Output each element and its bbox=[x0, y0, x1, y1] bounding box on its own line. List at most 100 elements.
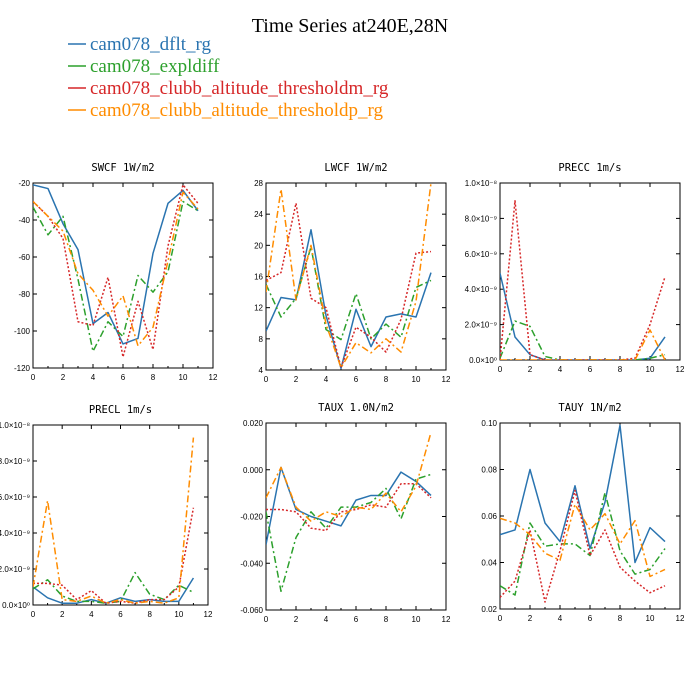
y-tick-label: 0.06 bbox=[481, 512, 497, 521]
y-tick-label: 2.0×10⁻⁹ bbox=[0, 565, 30, 574]
x-tick-label: 2 bbox=[60, 610, 65, 619]
panel-title: PRECL 1m/s bbox=[89, 404, 152, 416]
x-tick-label: 6 bbox=[354, 615, 359, 624]
plot-frame bbox=[32, 182, 214, 369]
x-tick-label: 2 bbox=[294, 375, 299, 384]
series-line-2 bbox=[500, 492, 666, 596]
series-line-2 bbox=[500, 320, 666, 360]
x-tick-label: 2 bbox=[528, 614, 533, 623]
x-tick-label: 4 bbox=[324, 375, 329, 384]
x-tick-label: 0 bbox=[264, 375, 269, 384]
series-line-2 bbox=[266, 473, 432, 593]
figure-title: Time Series at240E,28N bbox=[252, 15, 448, 37]
plot-frame bbox=[499, 182, 681, 361]
x-tick-label: 2 bbox=[294, 615, 299, 624]
x-tick-label: 0 bbox=[498, 614, 503, 623]
panel-title: SWCF 1W/m2 bbox=[91, 162, 154, 174]
y-tick-label: 0.0×10⁰ bbox=[469, 356, 497, 365]
y-tick-label: 24 bbox=[254, 210, 263, 219]
x-tick-label: 12 bbox=[442, 615, 451, 624]
plot-frame bbox=[499, 422, 681, 610]
x-tick-label: 4 bbox=[558, 614, 563, 623]
y-tick-label: 6.0×10⁻⁹ bbox=[0, 493, 30, 502]
x-tick-label: 8 bbox=[618, 365, 623, 374]
series-group bbox=[266, 432, 432, 593]
series-group bbox=[266, 183, 432, 370]
panel-5: TAUX 1.0N/m2 0 2 4 6 8 10 12 -0.060 -0.040 -0.020 0… bbox=[240, 402, 451, 624]
y-tick-label: 8.0×10⁻⁹ bbox=[465, 214, 497, 223]
y-tick-label: -80 bbox=[18, 290, 30, 299]
y-tick-label: 0.020 bbox=[243, 419, 264, 428]
y-tick-label: -0.020 bbox=[240, 513, 263, 522]
x-tick-label: 12 bbox=[204, 610, 213, 619]
legend-entry: cam078_clubb_altitude_thresholdp_rg bbox=[68, 100, 384, 121]
x-tick-label: 10 bbox=[646, 365, 655, 374]
y-tick-label: 28 bbox=[254, 179, 263, 188]
panel-title: LWCF 1W/m2 bbox=[324, 162, 387, 174]
legend-label: cam078_dflt_rg bbox=[90, 34, 212, 55]
x-tick-label: 8 bbox=[147, 610, 152, 619]
x-tick-label: 6 bbox=[354, 375, 359, 384]
panel-4: PRECL 1m/s 0 2 4 6 8 10 12 0.0×10⁰ 2.0×10⁻⁹ 4.0×10… bbox=[0, 404, 213, 619]
y-tick-label: 1.0×10⁻⁸ bbox=[465, 179, 497, 188]
series-line-4 bbox=[33, 437, 195, 604]
panel-1: SWCF 1W/m2 0 2 4 6 8 10 12 -120 -100 -80 -60 -40 -20 bbox=[14, 162, 218, 382]
y-tick-label: -120 bbox=[14, 364, 31, 373]
series-group bbox=[33, 437, 195, 604]
x-tick-label: 0 bbox=[31, 610, 36, 619]
y-tick-label: -0.060 bbox=[240, 606, 263, 615]
y-tick-label: 4 bbox=[259, 366, 264, 375]
x-tick-label: 6 bbox=[588, 614, 593, 623]
panel-6: TAUY 1N/m2 0 2 4 6 8 10 12 0.02 0.04 0.06 0.08 0.10 bbox=[481, 402, 685, 623]
series-line-2 bbox=[33, 200, 199, 353]
x-tick-label: 8 bbox=[384, 615, 389, 624]
x-tick-label: 4 bbox=[558, 365, 563, 374]
legend-label: cam078_clubb_altitude_thresholdm_rg bbox=[90, 78, 389, 99]
series-line-3 bbox=[500, 199, 666, 360]
series-line-4 bbox=[266, 432, 432, 522]
series-line-4 bbox=[266, 183, 432, 369]
y-tick-label: -20 bbox=[18, 179, 30, 188]
y-tick-label: 1.0×10⁻⁸ bbox=[0, 421, 30, 430]
legend-entry: cam078_expldiff bbox=[68, 56, 220, 77]
legend-entry: cam078_dflt_rg bbox=[68, 34, 212, 55]
legend-entry: cam078_clubb_altitude_thresholdm_rg bbox=[68, 78, 389, 99]
x-tick-label: 0 bbox=[498, 365, 503, 374]
y-tick-label: -60 bbox=[18, 253, 30, 262]
y-tick-label: 6.0×10⁻⁹ bbox=[465, 250, 497, 259]
panel-title: TAUX 1.0N/m2 bbox=[318, 402, 394, 414]
x-tick-label: 0 bbox=[31, 373, 36, 382]
legend: cam078_dflt_rgcam078_expldiffcam078_club… bbox=[68, 34, 389, 121]
x-tick-label: 4 bbox=[324, 615, 329, 624]
y-tick-label: 2.0×10⁻⁹ bbox=[465, 321, 497, 330]
series-line-1 bbox=[500, 424, 666, 564]
x-tick-label: 8 bbox=[151, 373, 156, 382]
x-tick-label: 10 bbox=[174, 610, 183, 619]
x-tick-label: 10 bbox=[412, 375, 421, 384]
series-line-1 bbox=[266, 229, 432, 370]
y-tick-label: 0.000 bbox=[243, 466, 264, 475]
series-line-2 bbox=[33, 571, 194, 604]
series-line-1 bbox=[266, 466, 432, 545]
plot-frame bbox=[265, 422, 447, 611]
legend-label: cam078_expldiff bbox=[90, 56, 220, 77]
series-line-4 bbox=[33, 191, 199, 347]
y-tick-label: 4.0×10⁻⁹ bbox=[465, 285, 497, 294]
y-tick-label: 12 bbox=[254, 304, 263, 313]
x-tick-label: 4 bbox=[89, 610, 94, 619]
panel-3: PRECC 1m/s 0 2 4 6 8 10 12 0.0×10⁰ 2.0×10⁻⁹ 4.0×10… bbox=[465, 162, 685, 374]
series-line-4 bbox=[500, 503, 666, 578]
series-line-3 bbox=[500, 489, 666, 603]
series-group bbox=[500, 424, 666, 603]
y-tick-label: 0.02 bbox=[481, 605, 497, 614]
panel-title: TAUY 1N/m2 bbox=[558, 402, 621, 414]
chart-panels: SWCF 1W/m20 2 4 6 8 10 12-120-100-80-60-40-20L… bbox=[0, 162, 685, 624]
plot-frame bbox=[265, 182, 447, 371]
series-group bbox=[33, 184, 199, 358]
x-tick-label: 12 bbox=[442, 375, 451, 384]
x-tick-label: 10 bbox=[412, 615, 421, 624]
series-line-4 bbox=[500, 329, 666, 360]
legend-label: cam078_clubb_altitude_thresholdp_rg bbox=[90, 100, 384, 121]
